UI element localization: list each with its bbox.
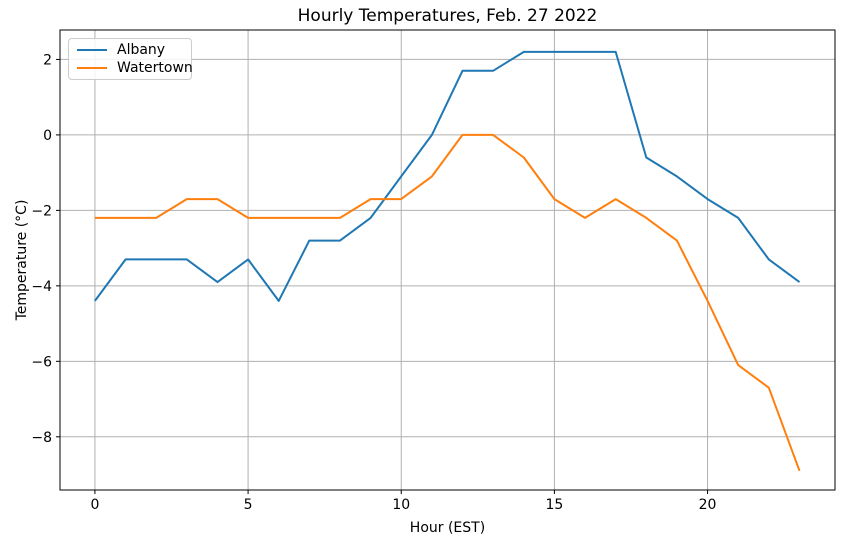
- x-tick-label: 10: [392, 497, 410, 513]
- watertown-line-swatch: [77, 67, 107, 69]
- y-tick-label: 0: [43, 128, 52, 144]
- x-tick-label: 20: [699, 497, 717, 513]
- axes-frame: [59, 29, 836, 491]
- y-axis-label: Temperature (°C): [14, 199, 30, 321]
- y-tick-label: −6: [31, 354, 52, 370]
- chart-title: Hourly Temperatures, Feb. 27 2022: [297, 6, 598, 26]
- albany-line-swatch: [77, 49, 107, 51]
- x-axis-label: Hour (EST): [409, 520, 486, 536]
- legend-row-albany: Albany: [69, 41, 191, 59]
- y-tick-label: −8: [31, 430, 52, 446]
- legend-label-watertown: Watertown: [117, 60, 193, 76]
- y-tick-label: −2: [31, 203, 52, 219]
- legend: Albany Watertown: [68, 38, 193, 80]
- series-line-watertown: [94, 133, 801, 472]
- legend-row-watertown: Watertown: [69, 59, 193, 77]
- y-tick-label: 2: [43, 52, 52, 68]
- legend-label-albany: Albany: [117, 42, 166, 58]
- y-tick-label: −4: [31, 279, 52, 295]
- x-tick-label: 0: [90, 497, 99, 513]
- series-line-albany: [94, 50, 801, 302]
- x-tick-label: 15: [545, 497, 563, 513]
- x-tick-label: 5: [244, 497, 253, 513]
